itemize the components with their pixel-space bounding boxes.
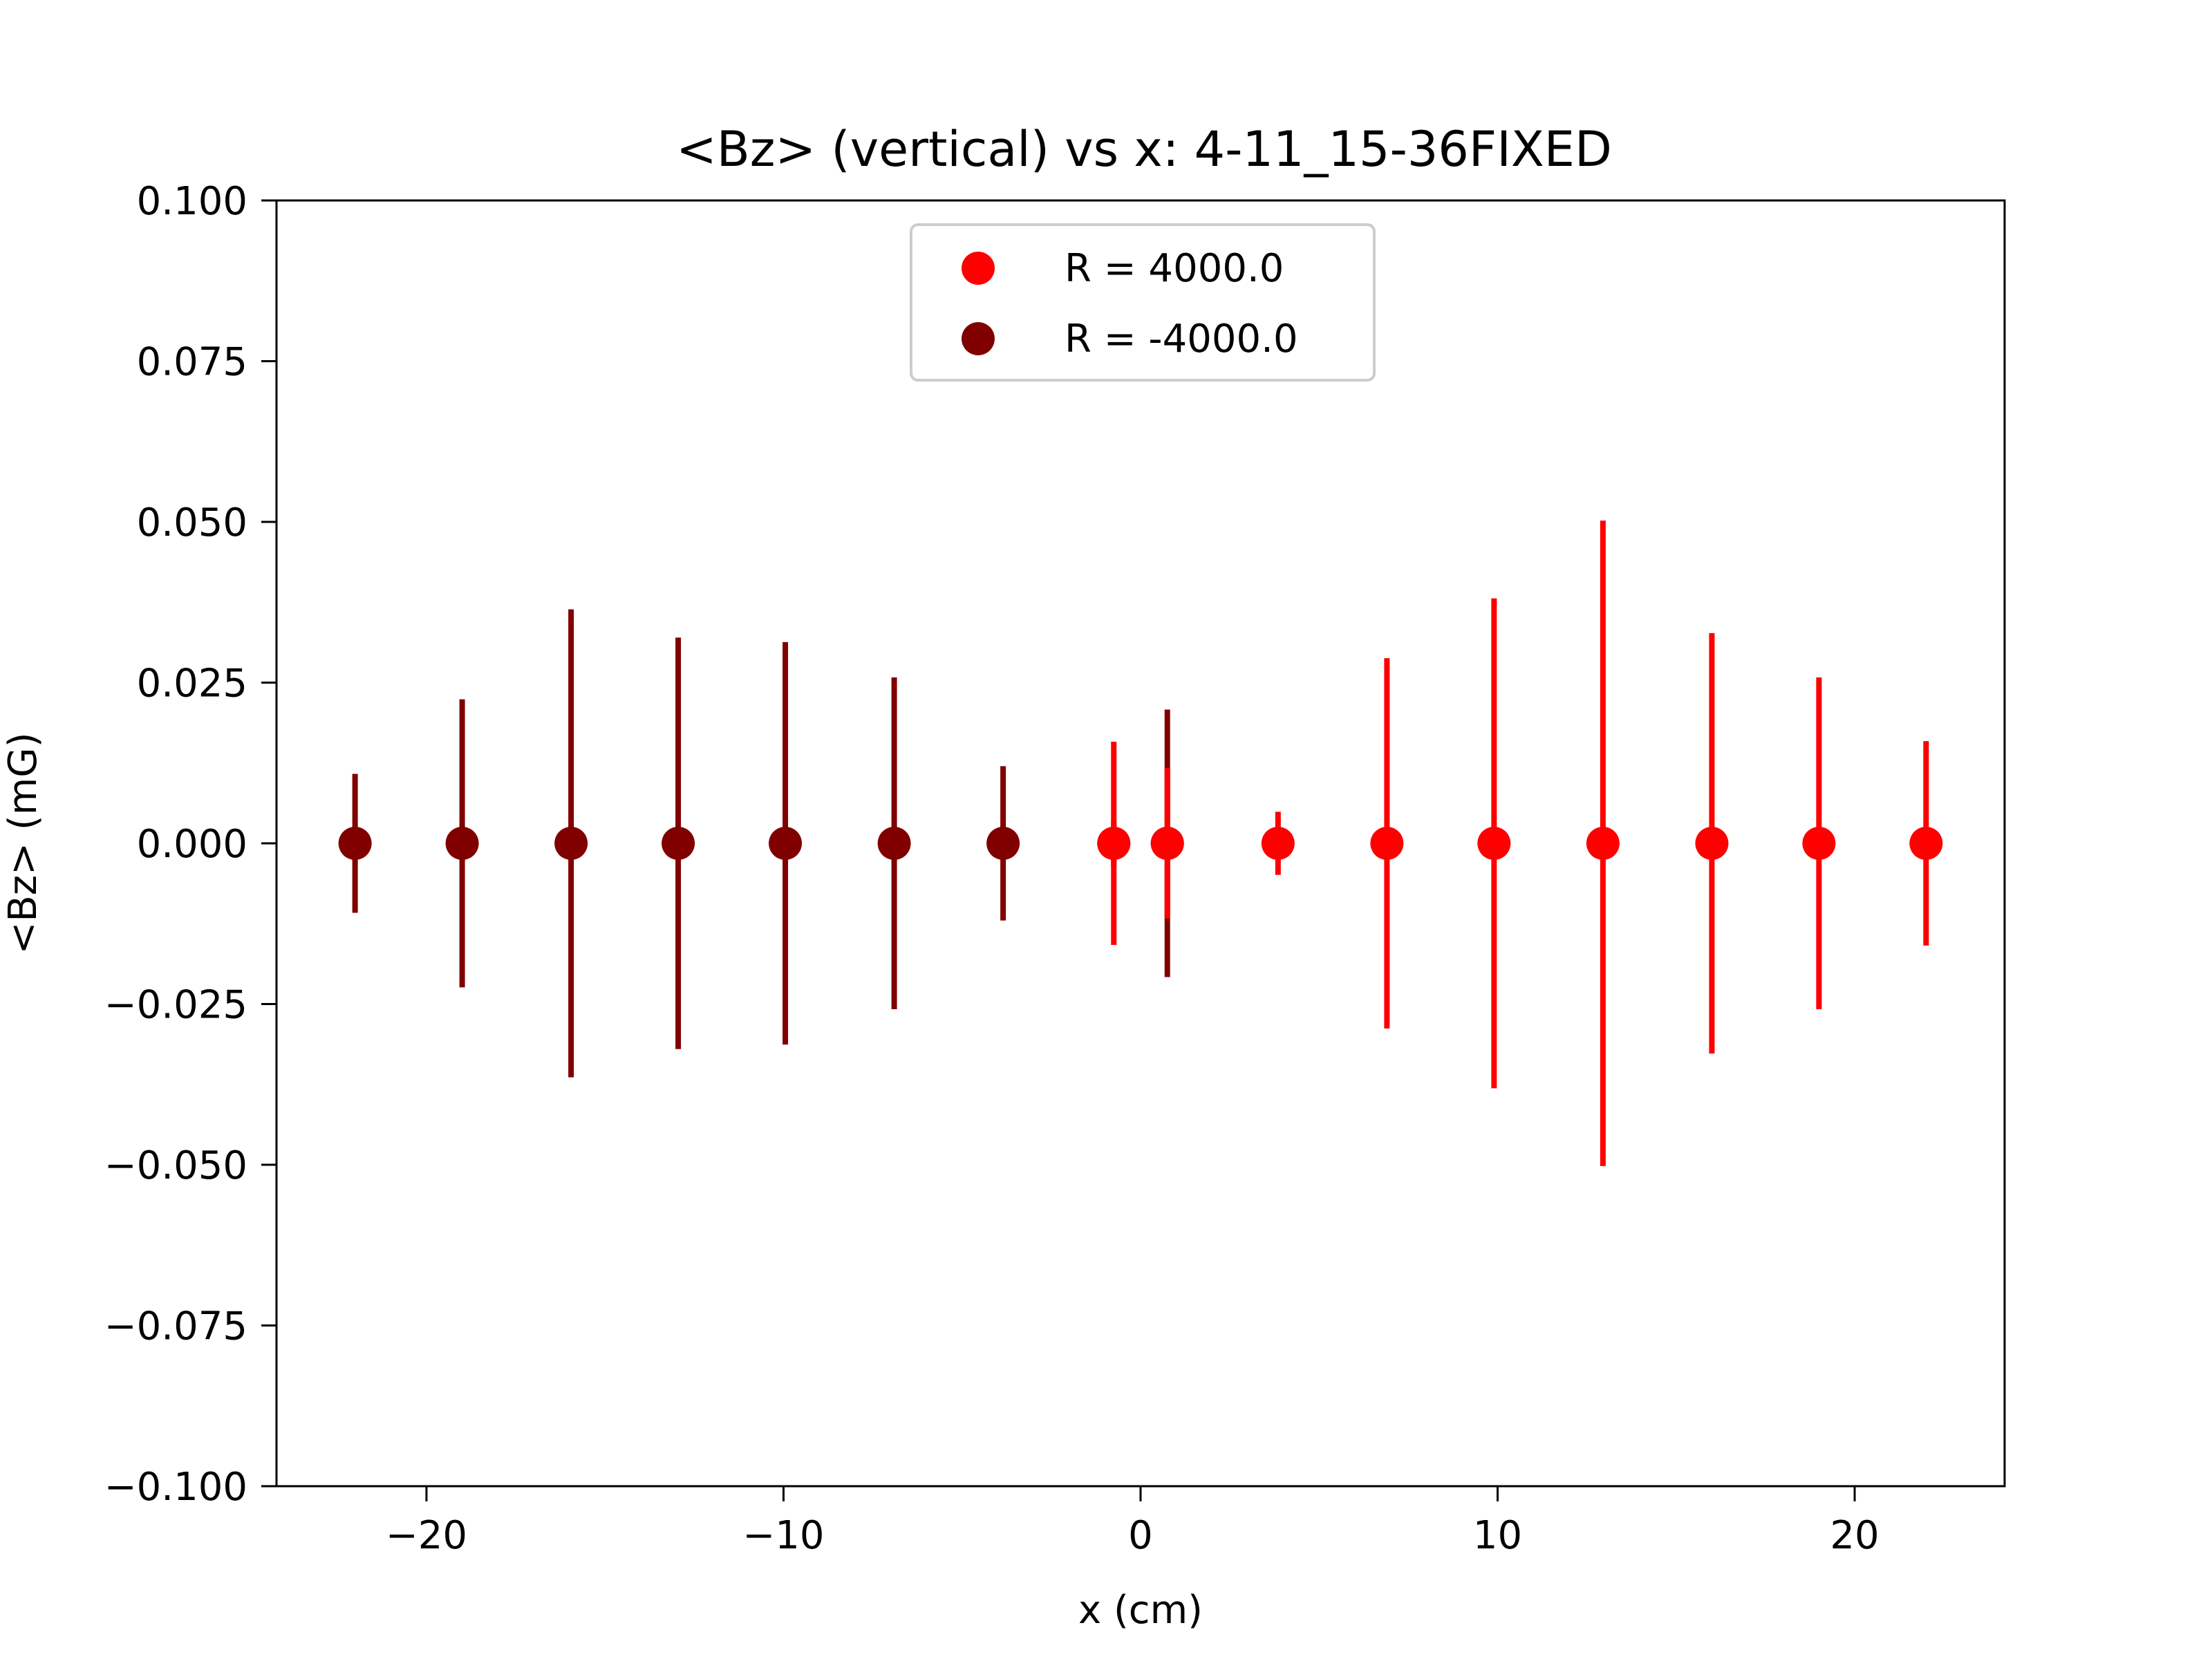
x-tick-label: −10 xyxy=(742,1513,824,1558)
y-tick-label: 0.050 xyxy=(137,500,247,545)
y-tick-label: −0.025 xyxy=(104,983,247,1028)
y-tick-label: 0.025 xyxy=(137,662,247,706)
series-layer xyxy=(338,521,1943,1166)
legend-label-r-neg-4000: R = -4000.0 xyxy=(1065,317,1298,362)
x-tick-label: 0 xyxy=(1128,1513,1153,1558)
series-r-neg-4000 xyxy=(338,609,1184,1078)
legend-box xyxy=(910,223,1376,382)
data-point xyxy=(1150,827,1184,860)
data-point xyxy=(1802,827,1836,860)
y-tick-label: 0.000 xyxy=(137,822,247,867)
data-point xyxy=(338,827,372,860)
data-point xyxy=(1909,827,1943,860)
x-axis-ticks: −20 −10 0 10 20 xyxy=(386,1486,1880,1558)
series-r-4000 xyxy=(1097,521,1943,1166)
y-axis-ticks: 0.100 0.075 0.050 0.025 0.000 −0.025 −0.050 −0.… xyxy=(104,179,276,1510)
data-point xyxy=(1370,827,1404,860)
x-tick-label: 20 xyxy=(1830,1513,1879,1558)
data-point xyxy=(1586,827,1620,860)
data-point xyxy=(662,827,695,860)
chart-title: <Bz> (vertical) vs x: 4-11_15-36FIXED xyxy=(676,121,1612,178)
data-point xyxy=(445,827,479,860)
legend-marker-r-4000 xyxy=(962,252,995,285)
x-tick-label: 10 xyxy=(1473,1513,1522,1558)
data-point xyxy=(877,827,911,860)
x-tick-label: −20 xyxy=(386,1513,467,1558)
y-tick-label: −0.100 xyxy=(104,1465,247,1510)
data-point xyxy=(1695,827,1729,860)
legend-marker-r-neg-4000 xyxy=(962,322,995,355)
y-axis-label: <Bz> (mG) xyxy=(1,732,46,954)
y-tick-label: −0.075 xyxy=(104,1304,247,1349)
data-point xyxy=(769,827,803,860)
y-tick-label: 0.075 xyxy=(137,340,247,385)
x-axis-label: x (cm) xyxy=(1078,1588,1203,1633)
data-point xyxy=(554,827,588,860)
plot-frame xyxy=(275,199,2006,1488)
legend-label-r-4000: R = 4000.0 xyxy=(1065,246,1284,291)
data-point xyxy=(1477,827,1511,860)
legend: R = 4000.0 R = -4000.0 xyxy=(910,223,1376,382)
data-point xyxy=(1097,827,1131,860)
data-point xyxy=(1261,827,1295,860)
y-tick-label: 0.100 xyxy=(137,179,247,224)
y-tick-label: −0.050 xyxy=(104,1143,247,1188)
data-point xyxy=(986,827,1020,860)
